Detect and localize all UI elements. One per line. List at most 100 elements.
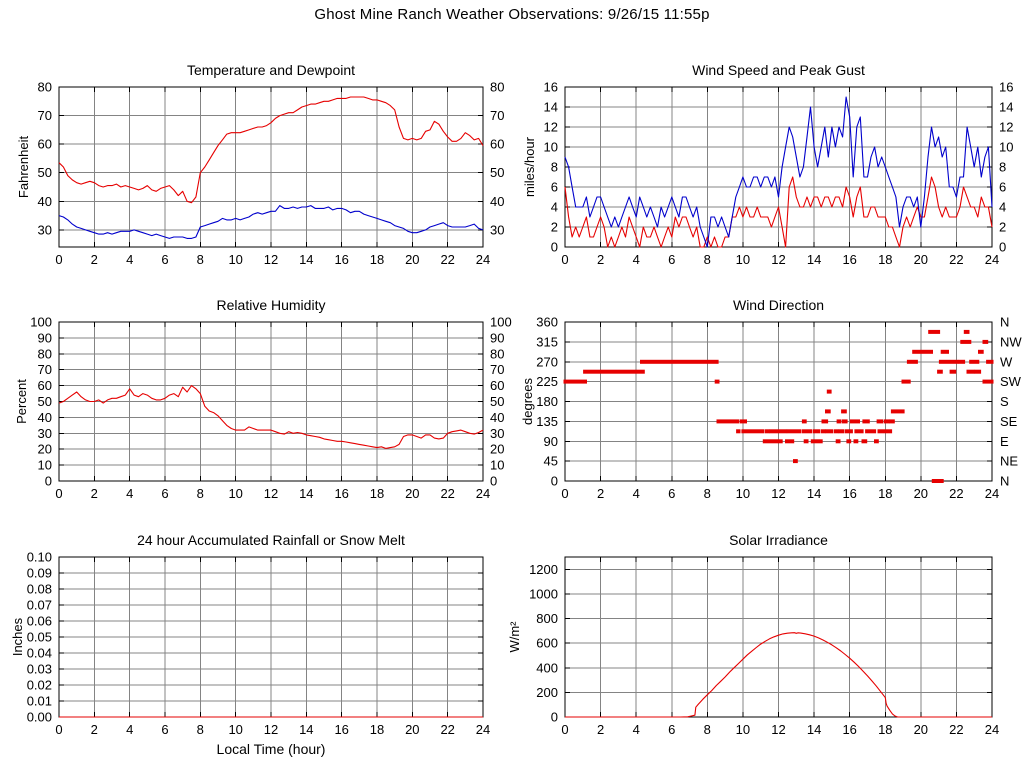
x-tick-label: 10 — [736, 486, 750, 501]
wind-direction-mark — [846, 439, 852, 444]
wind-direction-mark — [739, 419, 747, 424]
y-tick-label-left: 90 — [38, 330, 52, 345]
x-tick-label: 10 — [228, 486, 242, 501]
y-tick-label-left: 0 — [551, 474, 558, 489]
wind-direction-mark — [938, 359, 959, 364]
series-wind_speed — [564, 176, 993, 248]
wind-direction-mark — [741, 429, 764, 434]
x-tick-label: 0 — [561, 252, 568, 267]
wind-direction-mark — [862, 419, 870, 424]
y-tick-label-right: 4 — [999, 200, 1006, 215]
y-tick-label-right: 16 — [999, 80, 1013, 95]
x-tick-label: 22 — [949, 486, 963, 501]
x-tick-label: 2 — [91, 252, 98, 267]
y-tick-label-right: 90 — [490, 330, 504, 345]
wind-direction-mark — [978, 349, 984, 354]
y-tick-label-left: 80 — [38, 346, 52, 361]
x-tick-label: 14 — [807, 486, 821, 501]
wind-direction-mark — [958, 359, 966, 364]
x-tick-label: 2 — [597, 486, 604, 501]
y-tick-label-left: 10 — [38, 458, 52, 473]
y-tick-label-left: 10 — [544, 140, 558, 155]
wind-direction-mark — [825, 429, 834, 434]
y-tick-label-left: 0.07 — [27, 598, 52, 613]
wind-direction-mark — [853, 439, 859, 444]
x-tick-label: 4 — [126, 252, 133, 267]
wind-direction-mark — [937, 369, 943, 374]
wind-direction-mark — [901, 379, 911, 384]
grid-lines — [565, 557, 992, 717]
x-tick-label: 14 — [807, 722, 821, 737]
y-tick-label-right: 20 — [490, 442, 504, 457]
y-tick-label-right: 0 — [999, 240, 1006, 255]
y-tick-label-left: 50 — [38, 394, 52, 409]
y-tick-label-right: 30 — [490, 222, 504, 237]
x-tick-label: 0 — [55, 252, 62, 267]
x-tick-label: 18 — [370, 722, 384, 737]
x-tick-label: 18 — [878, 486, 892, 501]
y-tick-label-left: 360 — [536, 315, 558, 330]
wind-direction-mark — [890, 409, 905, 414]
y-tick-label-left: 200 — [536, 685, 558, 700]
y-tick-label-left: 0.09 — [27, 566, 52, 581]
x-tick-label: 4 — [633, 486, 640, 501]
x-tick-label: 16 — [334, 252, 348, 267]
series-peak_gust — [564, 96, 993, 248]
y-tick-label-left: 30 — [38, 222, 52, 237]
x-tick-label: 14 — [807, 252, 821, 267]
y-tick-label-right: 70 — [490, 108, 504, 123]
wind-direction-mark — [769, 429, 788, 434]
y-tick-label-left: 180 — [536, 394, 558, 409]
y-tick-label-compass: SW — [1000, 374, 1022, 389]
y-axis-title: Inches — [10, 617, 25, 656]
wind-direction-mark — [803, 439, 809, 444]
chart-rainfall: 24 hour Accumulated Rainfall or Snow Mel… — [10, 532, 490, 757]
x-tick-label: 16 — [842, 486, 856, 501]
y-tick-label-left: 8 — [551, 160, 558, 175]
y-tick-label-left: 270 — [536, 354, 558, 369]
y-tick-label-left: 225 — [536, 374, 558, 389]
x-tick-label: 0 — [55, 486, 62, 501]
page-title: Ghost Mine Ranch Weather Observations: 9… — [314, 6, 710, 23]
chart-title: Relative Humidity — [217, 297, 326, 313]
x-tick-label: 16 — [842, 252, 856, 267]
y-tick-label-left: 4 — [551, 200, 558, 215]
wind-direction-mark — [777, 439, 783, 444]
x-tick-label: 4 — [126, 486, 133, 501]
y-tick-label-right: 12 — [999, 120, 1013, 135]
plot-border — [58, 321, 484, 482]
wind-direction-mark — [826, 389, 832, 394]
y-tick-label-left: 0.05 — [27, 630, 52, 645]
y-tick-label-left: 50 — [38, 165, 52, 180]
wind-direction-mark — [849, 419, 860, 424]
wind-direction-mark — [960, 339, 972, 344]
y-tick-label-left: 0.10 — [27, 550, 52, 565]
y-tick-label-right: 60 — [490, 137, 504, 152]
x-tick-label: 12 — [771, 722, 785, 737]
wind-direction-mark — [812, 429, 820, 434]
wind-direction-mark — [883, 419, 890, 424]
x-tick-label: 22 — [440, 252, 454, 267]
chart-title: 24 hour Accumulated Rainfall or Snow Mel… — [137, 532, 405, 548]
wind-direction-mark — [854, 429, 864, 434]
wind-direction-mark — [838, 429, 845, 434]
series-dewpoint — [58, 205, 484, 239]
y-tick-label-right: 40 — [490, 410, 504, 425]
wind-direction-mark — [974, 369, 982, 374]
y-tick-label-left: 0.08 — [27, 582, 52, 597]
wind-direction-mark — [825, 409, 831, 414]
x-tick-label: 12 — [264, 722, 278, 737]
y-tick-label-right: 0 — [490, 474, 497, 489]
wind-direction-mark — [762, 439, 779, 444]
y-tick-label-left: 100 — [30, 315, 52, 330]
x-axis-title: Local Time (hour) — [217, 741, 326, 757]
y-tick-label-right: 50 — [490, 165, 504, 180]
x-tick-label: 4 — [633, 722, 640, 737]
y-tick-label-right: 40 — [490, 194, 504, 209]
y-tick-label-left: 0.03 — [27, 662, 52, 677]
x-tick-label: 2 — [91, 486, 98, 501]
